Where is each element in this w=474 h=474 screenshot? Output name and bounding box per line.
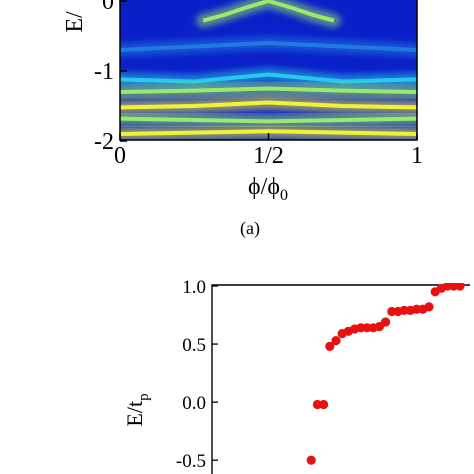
heatmap-x-ticks: 0 1/2 1 bbox=[114, 133, 423, 169]
scatter-frame bbox=[211, 284, 470, 474]
heatmap-y-axis-label: E/ bbox=[62, 11, 88, 33]
scatter-y-tick-label: 0.5 bbox=[182, 335, 206, 356]
scatter-y-ticks: 1.0 0.5 0.0 -0.5 bbox=[176, 277, 218, 472]
heatmap-x-tick-label: 0 bbox=[114, 143, 126, 169]
heatmap-x-tick-label: 1 bbox=[411, 143, 423, 169]
scatter-point bbox=[331, 336, 341, 346]
heatmap-y-tick-label: -1 bbox=[94, 59, 114, 85]
heatmap-y-tick-label: 0 bbox=[102, 0, 114, 15]
panel-label-a: (a) bbox=[240, 218, 260, 239]
scatter-y-tick-label: -0.5 bbox=[176, 451, 206, 472]
heatmap-x-axis-label-main: ϕ/ϕ bbox=[248, 174, 280, 200]
scatter-point bbox=[325, 341, 335, 351]
scatter-y-tick-label: 0.0 bbox=[182, 393, 206, 414]
scatter-point bbox=[455, 283, 465, 291]
scatter-panel: 1.0 0.5 0.0 -0.5 E/tp bbox=[122, 277, 470, 474]
scatter-points bbox=[306, 283, 465, 465]
scatter-y-axis-label-subscript: p bbox=[136, 393, 152, 401]
scatter-point bbox=[424, 302, 434, 312]
heatmap-y-ticks: 0 -1 -2 bbox=[94, 0, 127, 155]
heatmap-band-1 bbox=[120, 41, 417, 52]
heatmap-band-4 bbox=[120, 100, 417, 110]
heatmap-bands bbox=[120, 0, 417, 140]
scatter-point bbox=[381, 317, 391, 327]
heatmap-band-5 bbox=[120, 116, 417, 124]
heatmap-band-2 bbox=[120, 72, 417, 84]
heatmap-panel: 0 1/2 1 0-1-2 E/ ϕ/ϕ0 (a) bbox=[62, 0, 423, 239]
heatmap-band-3 bbox=[120, 86, 417, 94]
scatter-point bbox=[306, 455, 316, 465]
heatmap-upper-band bbox=[202, 0, 335, 23]
heatmap-x-tick-label: 1/2 bbox=[253, 143, 284, 169]
heatmap-x-axis-label: ϕ/ϕ0 bbox=[248, 174, 288, 204]
scatter-y-axis-label: E/tp bbox=[122, 393, 152, 426]
heatmap-y-tick-label: -2 bbox=[94, 129, 114, 155]
scatter-point bbox=[319, 399, 329, 410]
heatmap-band-6 bbox=[120, 129, 417, 136]
heatmap-x-axis-label-subscript: 0 bbox=[280, 187, 288, 204]
scatter-y-axis-label-main: E/t bbox=[122, 401, 147, 427]
scatter-y-tick-label: 1.0 bbox=[182, 277, 206, 298]
